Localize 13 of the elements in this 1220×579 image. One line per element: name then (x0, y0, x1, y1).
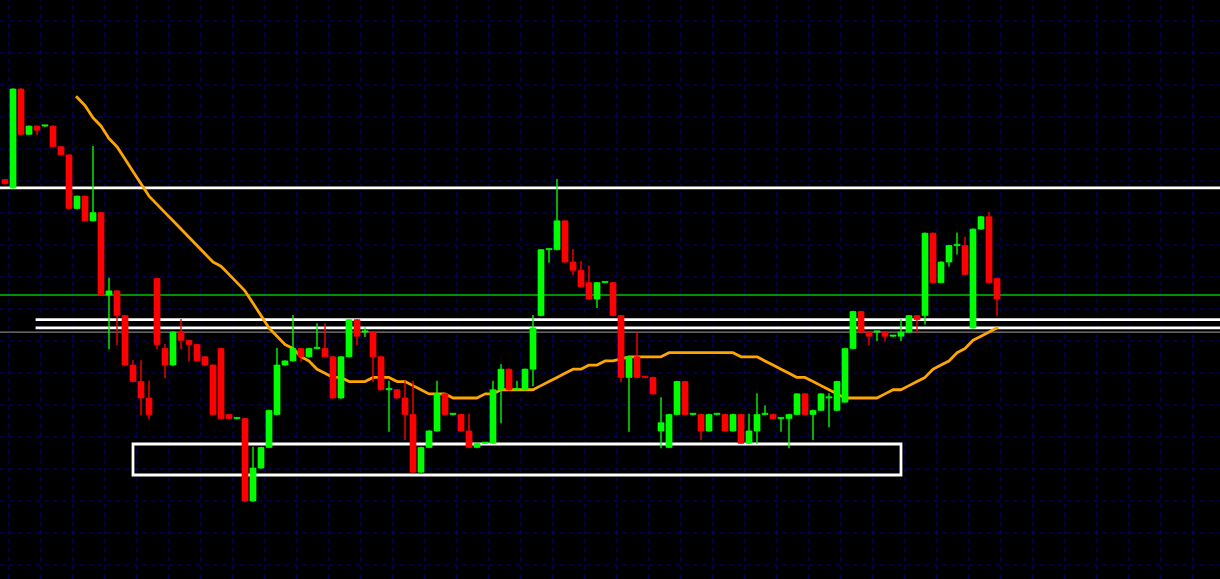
candlestick (697, 413, 705, 440)
candlestick (873, 330, 881, 342)
candlestick (89, 145, 97, 222)
candlestick (161, 343, 169, 379)
candlestick (625, 356, 633, 432)
candlestick (385, 380, 393, 432)
candlestick (105, 277, 113, 350)
candlestick (353, 319, 361, 346)
candlestick (441, 393, 449, 416)
candlestick (801, 393, 809, 416)
candlestick (505, 368, 513, 391)
candlestick (361, 327, 369, 337)
candlestick (913, 314, 921, 333)
